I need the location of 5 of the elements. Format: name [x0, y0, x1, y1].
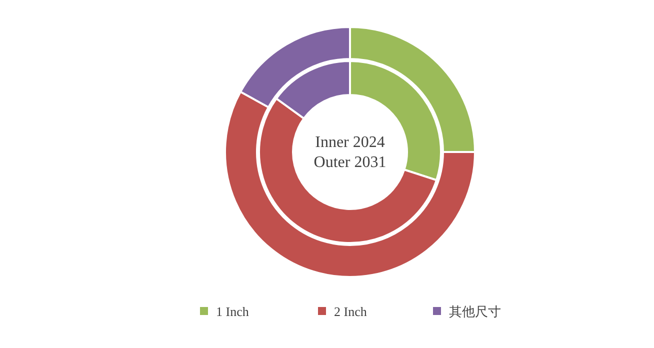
- legend-label: 1 Inch: [216, 304, 250, 319]
- legend-label: 其他尺寸: [449, 304, 501, 319]
- text: Outer 2031: [314, 154, 386, 171]
- legend-label: 2 Inch: [334, 304, 368, 319]
- text: Inner 2024: [315, 134, 385, 151]
